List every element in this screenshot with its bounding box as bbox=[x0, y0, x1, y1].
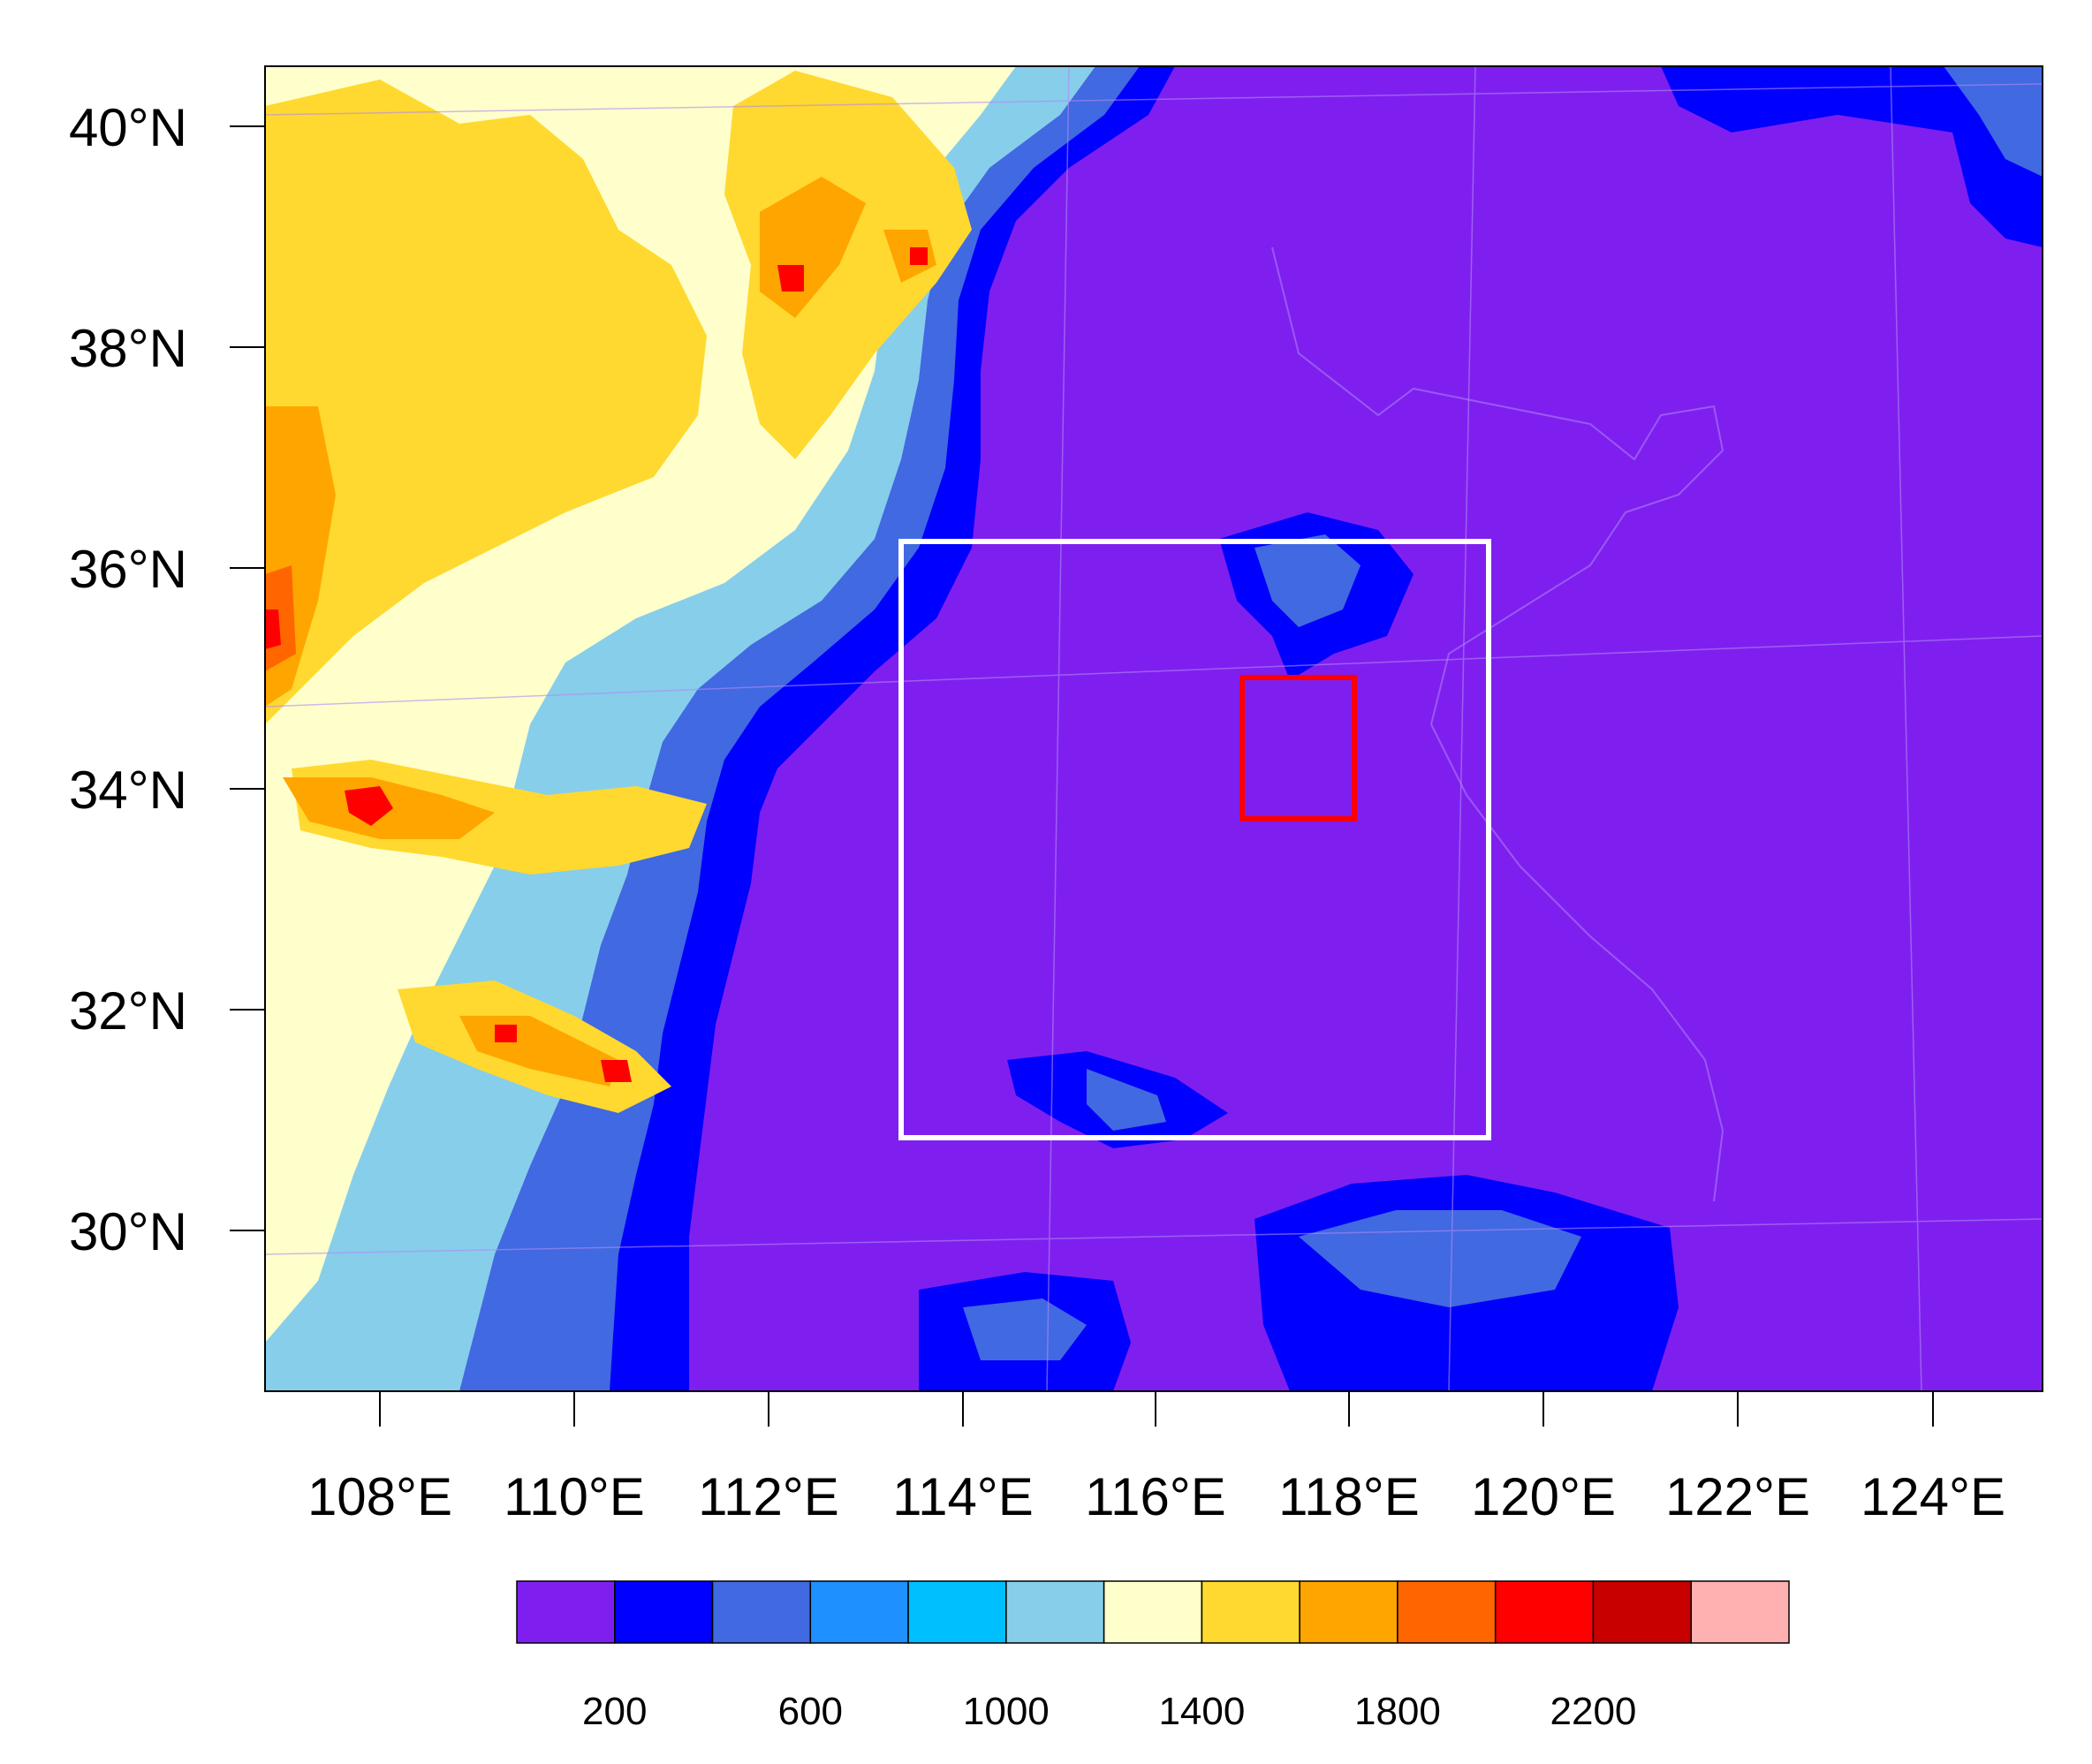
lat-tick-label: 36°N bbox=[69, 540, 187, 599]
map-frame bbox=[264, 65, 2043, 1392]
lon-tick-label: 118°E bbox=[1278, 1467, 1420, 1526]
lon-tick-label: 122°E bbox=[1665, 1467, 1810, 1526]
colorbar-label: 200 bbox=[582, 1690, 647, 1733]
peak-red-6 bbox=[495, 1025, 517, 1042]
colorbar-label: 2200 bbox=[1550, 1690, 1637, 1733]
colorbar-swatch bbox=[614, 1580, 714, 1644]
ridge-taihang bbox=[724, 71, 972, 459]
latitude-axis: 40°N 38°N 36°N 34°N 32°N 30°N bbox=[69, 98, 265, 1261]
colorbar-label: 1000 bbox=[963, 1690, 1050, 1733]
hills-south-inner bbox=[963, 1298, 1087, 1360]
peak-red-5 bbox=[601, 1060, 632, 1082]
lon-tick-label: 120°E bbox=[1471, 1467, 1616, 1526]
inner-domain-box bbox=[1239, 675, 1357, 821]
colorbar-swatch bbox=[1005, 1580, 1105, 1644]
peak-red-4 bbox=[910, 247, 928, 265]
colorbar-swatch bbox=[1690, 1580, 1790, 1644]
colorbar-label: 600 bbox=[778, 1690, 843, 1733]
terrain-field bbox=[265, 66, 2043, 1391]
lon-tick-label: 112°E bbox=[698, 1467, 839, 1526]
hills-shandong-inner bbox=[1254, 534, 1361, 627]
lon-tick-label: 116°E bbox=[1085, 1467, 1226, 1526]
longitude-axis: 108°E 110°E 112°E 114°E 116°E 118°E 120°E 122°E… bbox=[307, 1391, 2005, 1526]
colorbar-swatch bbox=[516, 1580, 616, 1644]
hills-northeast-inner bbox=[1944, 66, 2043, 177]
colorbar-swatch bbox=[907, 1580, 1007, 1644]
colorbar-swatch bbox=[1397, 1580, 1497, 1644]
peak-red-3 bbox=[777, 265, 804, 291]
lat-tick-label: 34°N bbox=[69, 761, 187, 820]
colorbar-swatch bbox=[1201, 1580, 1300, 1644]
hills-northeast bbox=[1661, 66, 2043, 247]
colorbar-swatch bbox=[711, 1580, 812, 1644]
colorbar-label: 1800 bbox=[1354, 1690, 1441, 1733]
graticule bbox=[265, 66, 2043, 1391]
colorbar-label: 1400 bbox=[1158, 1690, 1245, 1733]
peak-red-1 bbox=[265, 609, 281, 649]
lat-tick-label: 38°N bbox=[69, 319, 187, 378]
elevation-band-1400 bbox=[265, 79, 707, 724]
colorbar-swatch bbox=[809, 1580, 909, 1644]
colorbar-swatch bbox=[1103, 1580, 1203, 1644]
colorbar-labels: 200 600 1000 1400 1800 2200 bbox=[582, 1690, 1636, 1733]
lat-tick-label: 32°N bbox=[69, 981, 187, 1041]
lon-tick-label: 114°E bbox=[892, 1467, 1034, 1526]
peak-red-2 bbox=[345, 786, 393, 826]
coastline bbox=[1271, 246, 1724, 1202]
lon-tick-label: 124°E bbox=[1861, 1467, 2005, 1526]
hills-southeast-inner bbox=[1299, 1210, 1581, 1307]
outer-domain-box bbox=[898, 539, 1491, 1140]
lon-tick-label: 108°E bbox=[307, 1467, 452, 1526]
hills-dabie-east-inner bbox=[1087, 1069, 1166, 1131]
lon-tick-label: 110°E bbox=[504, 1467, 645, 1526]
colorbar bbox=[516, 1580, 1790, 1644]
colorbar-swatch bbox=[1494, 1580, 1595, 1644]
colorbar-swatch bbox=[1299, 1580, 1398, 1644]
lat-tick-label: 30°N bbox=[69, 1202, 187, 1261]
colorbar-swatch bbox=[1592, 1580, 1692, 1644]
lat-tick-label: 40°N bbox=[69, 98, 187, 157]
